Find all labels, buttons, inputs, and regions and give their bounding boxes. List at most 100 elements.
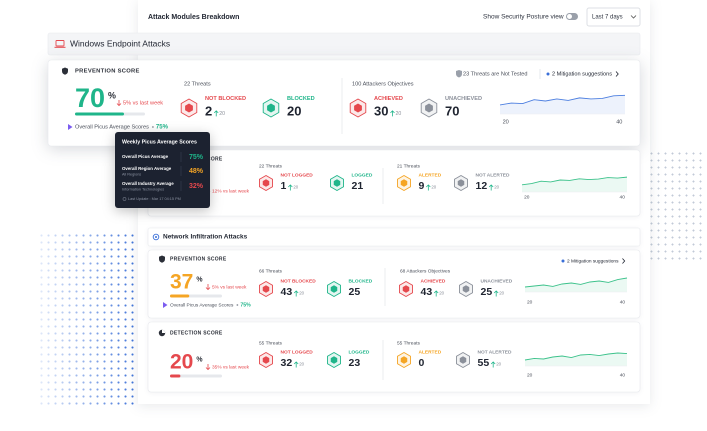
score-change: 12% vs last week [212,188,250,194]
status-value: 43 [421,286,433,298]
average-icon [163,302,168,308]
pie-slice [162,329,166,333]
shield-icon [62,67,68,75]
mitigation-link[interactable]: 2 Mitigation suggestions [552,71,612,77]
card [147,249,641,319]
trend-tick-label: 20 [503,119,509,125]
average-value: 75% [156,125,169,131]
score-unit: % [196,357,202,364]
group-title: 21 Threats [397,163,420,169]
status-hex-inner [425,103,433,113]
status-delta: 20 [494,185,499,190]
status-hex-inner [262,356,270,364]
trend-area [522,177,627,192]
status-hex-inner [400,179,408,187]
status-value: 23 [349,357,361,369]
down-arrow [205,284,211,291]
not-tested-icon [456,70,462,78]
tooltip-row-value: 32% [189,183,204,190]
mitigation-link[interactable]: 2 Mitigation suggestions [567,258,619,264]
up-arrow [493,290,499,297]
group-title: 22 Threats [259,163,282,169]
status-delta: 20 [219,111,225,117]
trend-tick-label: 40 [620,299,626,305]
up-arrow [288,184,293,191]
tooltip-row-label: Overall Industry Average [122,181,174,186]
status-delta: 20 [439,291,444,296]
tooltip-row-value: 48% [189,168,204,175]
dot-pattern [38,232,138,407]
up-arrow [488,184,494,191]
score-value: 20 [170,351,193,374]
trend-tick-label: 40 [620,194,626,200]
status-delta: 20 [496,362,501,367]
not-tested: 23 Threats are Not Tested [463,71,527,77]
score-bar [170,294,190,298]
trend-area [525,353,627,366]
status-hex-inner [400,356,408,364]
tooltip [115,132,210,208]
status-value: 25 [481,286,493,298]
score-unit: % [108,90,116,100]
trend-tick-label: 20 [527,372,533,378]
status-value: 21 [352,180,364,192]
trend-tick-label: 20 [524,194,530,200]
mitigation-chevron [622,258,626,264]
score-label: DETECTION SCORE [170,330,223,336]
tooltip-row-sub: Information Technologies [122,188,164,192]
status-label: LOGGED [352,172,373,178]
group-title: 55 Threats [397,340,420,346]
status-label: NOT ALERTED [476,172,510,178]
status-value: 1 [281,180,287,192]
group-title: 68 Attackers Objectives [400,268,451,274]
status-label: NOT BLOCKED [205,96,246,102]
mitigation-dot [546,72,550,76]
status-hex-inner [402,285,410,293]
status-label: UNACHIEVED [481,278,513,284]
dropdown-chevron [630,15,637,19]
trend-line [499,94,626,106]
card [47,59,641,147]
score-label: PREVENTION SCORE [75,69,140,75]
tooltip-title: Weekly Picus Average Scores [122,139,197,145]
mitigation-chevron [615,71,619,77]
status-value: 70 [445,103,459,118]
trend-tick-label: 40 [616,119,622,125]
status-hex-inner [462,285,470,293]
status-delta: 20 [431,185,436,190]
status-label: BLOCKED [349,278,373,284]
dot-pattern [648,150,704,260]
status-delta: 20 [293,185,298,190]
period-dropdown[interactable] [586,7,641,27]
score-label: PREVENTION SCORE [170,256,227,262]
card [147,321,641,393]
section-header [147,227,641,247]
laptop-icon [55,40,65,47]
section-title: Windows Endpoint Attacks [70,38,170,48]
status-hex-inner [333,179,341,187]
average-dot [236,304,239,306]
status-value: 32 [281,357,293,369]
up-arrow [426,184,431,191]
tooltip-row-value: 75% [189,154,204,161]
score-change: 5% vs last week [212,284,247,290]
group-title: 22 Threats [184,81,211,87]
average-value: 75% [240,302,251,308]
status-delta: 20 [299,291,304,296]
status-value: 2 [205,103,212,118]
section-title: Network Infiltration Attacks [163,234,248,241]
status-label: NOT BLOCKED [281,278,317,284]
status-delta: 20 [299,362,304,367]
toggle-label[interactable]: Show Security Posture view [483,14,564,21]
status-label: ALERTED [419,349,442,355]
group-title: 66 Threats [259,268,282,274]
down-arrow [205,364,211,371]
group-title: 55 Threats [259,340,282,346]
up-arrow [390,110,395,117]
trend-tick-label: 40 [620,372,626,378]
down-arrow [116,100,122,107]
score-unit: % [196,277,202,284]
status-value: 9 [419,180,425,192]
status-delta: 20 [499,291,504,296]
